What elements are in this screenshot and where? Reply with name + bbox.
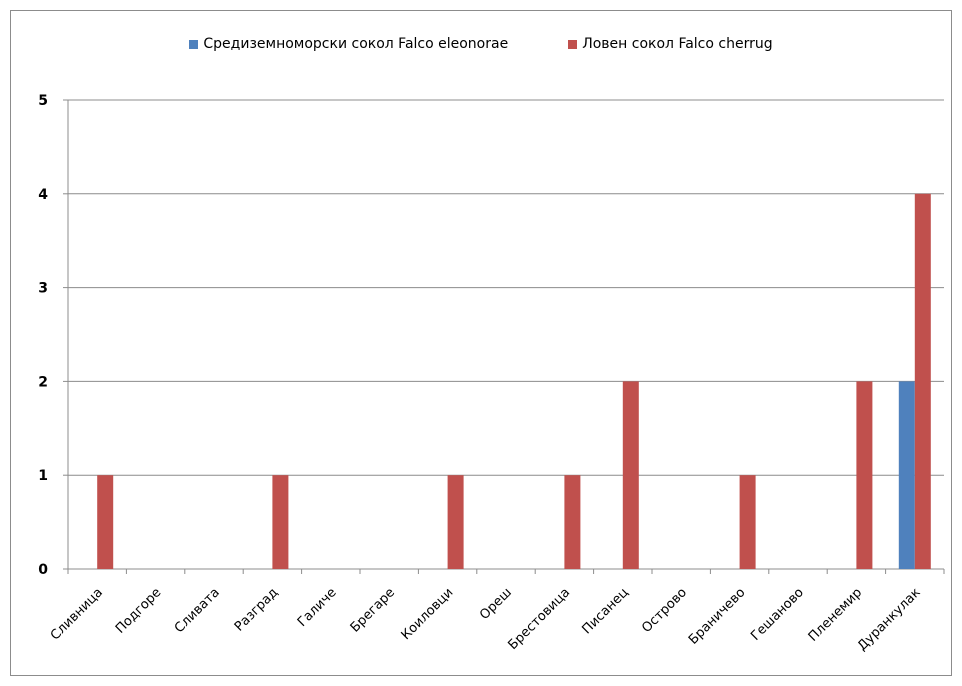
x-tick-label-2: Сливата [172, 585, 223, 636]
bar-2-14 [914, 193, 931, 570]
x-tick-label-11: Браничево [686, 585, 749, 648]
bar-2-13 [856, 381, 873, 569]
bar-1-14 [898, 381, 915, 569]
x-tick-label-0: Сливница [48, 585, 106, 643]
x-tick-label-9: Писанец [580, 585, 632, 637]
x-tick-label-6: Коиловци [399, 585, 457, 643]
y-tick-label-2: 2 [38, 374, 48, 390]
legend-label-series-2: Ловен сокол Falco cherrug [582, 36, 773, 52]
x-tick-label-5: Брегаре [348, 585, 398, 635]
y-tick-label-5: 5 [38, 93, 48, 109]
bar-2-0 [97, 475, 114, 569]
y-tick-label-3: 3 [38, 281, 48, 297]
bar-2-11 [739, 475, 756, 569]
legend-item-series-1: Средиземноморски сокол Falco eleonorae [189, 36, 508, 52]
y-tick-label-1: 1 [38, 468, 48, 484]
legend-item-series-2: Ловен сокол Falco cherrug [568, 36, 773, 52]
x-tick-label-7: Ореш [477, 585, 515, 623]
bar-2-8 [564, 475, 581, 569]
bar-2-3 [272, 475, 289, 569]
y-tick-label-0: 0 [38, 562, 48, 578]
legend-label-series-1: Средиземноморски сокол Falco eleonorae [203, 36, 509, 52]
bar-2-6 [447, 475, 464, 569]
x-tick-label-3: Разград [232, 585, 281, 634]
x-tick-label-4: Галиче [295, 585, 340, 630]
x-tick-label-14: Дуранкулак [855, 585, 924, 654]
legend-swatch-series-1 [189, 39, 199, 49]
x-tick-label-13: Пленемир [806, 585, 865, 644]
x-tick-label-8: Брестовица [506, 585, 574, 653]
chart-frame [10, 10, 952, 676]
legend: Средиземноморски сокол Falco eleonorae Л… [0, 36, 962, 52]
bar-2-9 [622, 381, 639, 569]
x-tick-label-12: Гешаново [748, 585, 807, 644]
legend-swatch-series-2 [568, 39, 578, 49]
y-tick-label-4: 4 [38, 187, 48, 203]
x-tick-label-10: Острово [639, 585, 690, 636]
x-tick-label-1: Подгоре [113, 585, 164, 636]
